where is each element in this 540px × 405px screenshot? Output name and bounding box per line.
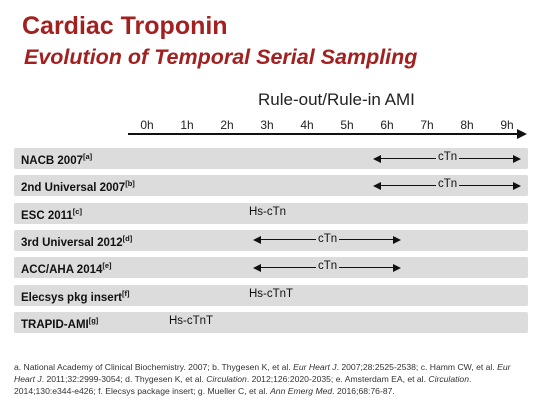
journal-name: Circulation: [428, 374, 469, 384]
ref-text: . 2016;68:76-87.: [332, 386, 395, 396]
assay-label: cTn: [436, 178, 460, 191]
references-footnote: a. National Academy of Clinical Biochemi…: [14, 361, 528, 397]
reference-marker: [e]: [102, 261, 112, 271]
slide-subtitle: Evolution of Temporal Serial Sampling: [24, 45, 418, 69]
ref-text: a. National Academy of Clinical Biochemi…: [14, 362, 294, 372]
arrow-left-icon: [253, 236, 261, 245]
reference-marker: [b]: [125, 179, 135, 189]
guideline-name-text: TRAPID-AMI: [21, 318, 89, 331]
guideline-name: ESC 2011[c]: [21, 207, 82, 222]
time-axis-line: [128, 133, 520, 135]
guideline-name: TRAPID-AMI[g]: [21, 316, 98, 331]
tick-label: 4h: [300, 118, 314, 132]
tick-label: 3h: [260, 118, 274, 132]
journal-name: Circulation: [206, 374, 247, 384]
reference-marker: [d]: [122, 233, 133, 243]
time-axis-arrowhead: [517, 129, 527, 139]
tick-label: 5h: [340, 118, 354, 132]
guideline-name-text: 3rd Universal 2012: [21, 236, 123, 249]
guideline-name-text: 2nd Universal 2007: [21, 182, 126, 195]
tick-label: 1h: [180, 118, 194, 132]
journal-name: Eur Heart J: [293, 362, 337, 372]
tick-label: 8h: [460, 118, 474, 132]
arrow-right-icon: [513, 181, 521, 190]
arrow-left-icon: [373, 154, 381, 163]
reference-marker: [f]: [122, 288, 130, 298]
guideline-row: NACB 2007[a] cTn: [14, 148, 528, 169]
assay-label: Hs-cTnT: [169, 314, 214, 327]
assay-label: cTn: [316, 260, 340, 273]
reference-marker: [g]: [88, 315, 99, 325]
journal-name: Eur Heart J: [14, 362, 511, 384]
arrow-right-icon: [513, 154, 521, 163]
slide-title: Cardiac Troponin: [22, 12, 228, 40]
tick-label: 7h: [420, 118, 434, 132]
guideline-name: Elecsys pkg insert[f]: [21, 289, 130, 304]
ref-text: . 2007;28:2525-2538; c. Hamm CW, et al.: [336, 362, 498, 372]
tick-label: 9h: [500, 118, 514, 132]
guideline-row: ACC/AHA 2014[e] cTn: [14, 257, 528, 279]
arrow-right-icon: [393, 236, 401, 245]
guideline-row: 3rd Universal 2012[d] cTn: [14, 229, 528, 251]
guideline-row: Elecsys pkg insert[f] Hs-cTnT: [14, 284, 528, 306]
assay-label: cTn: [436, 151, 460, 163]
ref-text: . 2011;32:2999-3054; d. Thygesen K, et a…: [41, 374, 207, 384]
tick-label: 2h: [220, 118, 234, 132]
journal-name: Ann Emerg Med: [270, 386, 333, 396]
assay-label: Hs-cTn: [249, 205, 287, 218]
guideline-name: 2nd Universal 2007[b]: [21, 179, 135, 194]
guideline-name-text: ACC/AHA 2014: [21, 264, 103, 277]
arrow-left-icon: [373, 181, 381, 190]
guideline-name: 3rd Universal 2012[d]: [21, 234, 132, 249]
reference-marker: [c]: [72, 206, 82, 216]
assay-label: Hs-cTnT: [249, 287, 294, 300]
guideline-row: ESC 2011[c] Hs-cTn: [14, 202, 528, 224]
reference-marker: [a]: [83, 152, 93, 161]
arrow-left-icon: [253, 263, 261, 272]
ref-text: . 2014;130:e344-e426; f. Elecsys package…: [14, 374, 472, 396]
ref-text: . 2012;126:2020-2035; e. Amsterdam EA, e…: [246, 374, 429, 384]
guideline-name: NACB 2007[a]: [21, 152, 92, 167]
guideline-name: ACC/AHA 2014[e]: [21, 261, 112, 276]
guideline-name-text: Elecsys pkg insert: [21, 291, 122, 304]
guideline-name-text: NACB 2007: [21, 154, 83, 167]
guideline-name-text: ESC 2011: [21, 209, 73, 222]
axis-title: Rule-out/Rule-in AMI: [258, 90, 415, 109]
guideline-row: 2nd Universal 2007[b] cTn: [14, 175, 528, 197]
tick-label: 0h: [140, 118, 154, 132]
guideline-row: TRAPID-AMI[g] Hs-cTnT: [14, 311, 528, 333]
tick-label: 6h: [380, 118, 394, 132]
assay-label: cTn: [316, 232, 340, 245]
arrow-right-icon: [393, 263, 401, 272]
